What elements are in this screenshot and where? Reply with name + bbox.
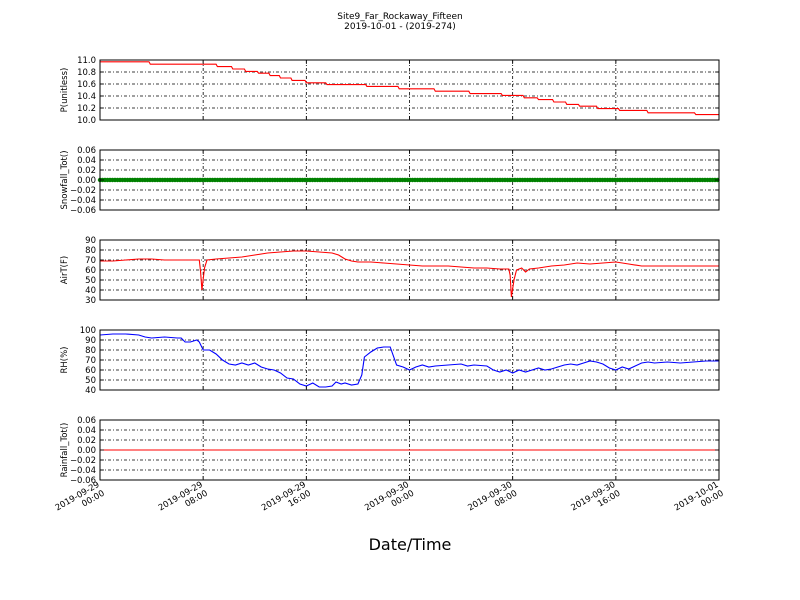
x-tick-label: 2019-09-3008:00 bbox=[466, 480, 519, 522]
series-line bbox=[100, 61, 719, 116]
y-tick-label: 0.04 bbox=[77, 156, 96, 166]
y-tick-label: 90 bbox=[85, 236, 96, 246]
y-tick-label: 0.02 bbox=[77, 166, 96, 176]
y-tick-label: 0.02 bbox=[77, 436, 96, 446]
y-tick-label: 50 bbox=[85, 276, 96, 286]
y-tick-label: 80 bbox=[85, 246, 96, 256]
series-line bbox=[100, 250, 719, 298]
panel-1: 10.0 10.2 10.4 10.6 10.8 11.0 P(unitless) bbox=[60, 56, 720, 126]
series-line bbox=[99, 333, 719, 388]
x-tick-label: 2019-09-2908:00 bbox=[157, 480, 210, 522]
y-tick-label: 40 bbox=[85, 386, 96, 396]
y-tick-label: 0.04 bbox=[77, 426, 96, 436]
panel-5: −0.06−0.04−0.020.000.020.040.06 Rainfall_… bbox=[60, 416, 720, 486]
x-tick-label: 2019-10-0100:00 bbox=[673, 480, 726, 522]
y-tick-label: −0.06 bbox=[70, 206, 96, 216]
y-tick-label: −0.04 bbox=[70, 196, 96, 206]
y-tick-label: −0.04 bbox=[70, 466, 96, 476]
y-tick-label: 60 bbox=[85, 266, 96, 276]
y-tick-label: 40 bbox=[85, 286, 96, 296]
y-tick-label: 0.00 bbox=[77, 446, 96, 456]
y-tick-label: 11.0 bbox=[77, 56, 96, 66]
y-tick-label: 10.6 bbox=[77, 80, 96, 90]
y-tick-label: −0.02 bbox=[70, 456, 96, 466]
x-tick-label: 2019-09-3000:00 bbox=[363, 480, 416, 522]
y-tick-label: 10.0 bbox=[77, 116, 96, 126]
y-tick-label: 100 bbox=[80, 326, 96, 336]
y-tick-label: 0.00 bbox=[77, 176, 96, 186]
x-tick-label: 2019-09-3016:00 bbox=[570, 480, 623, 522]
x-axis-label: Date/Time bbox=[369, 535, 452, 554]
y-tick-label: 30 bbox=[85, 296, 96, 306]
y-tick-label: 10.4 bbox=[77, 92, 96, 102]
panels: 10.0 10.2 10.4 10.6 10.8 11.0 P(unitless) −0.06… bbox=[60, 56, 720, 486]
chart-title: Site9_Far_Rockaway_Fifteen bbox=[337, 12, 463, 22]
y-axis-label: P(unitless) bbox=[60, 68, 70, 113]
y-tick-label: 60 bbox=[85, 366, 96, 376]
y-tick-label: 10.2 bbox=[77, 104, 96, 114]
y-axis-label: Rainfall_Tot() bbox=[60, 423, 70, 478]
y-tick-label: 50 bbox=[85, 376, 96, 386]
y-tick-label: 80 bbox=[85, 346, 96, 356]
y-axis-label: RH(%) bbox=[60, 346, 70, 373]
y-axis-label: Snowfall_Tot() bbox=[60, 150, 70, 209]
x-tick-label: 2019-09-2900:00 bbox=[54, 480, 107, 522]
y-tick-label: 0.06 bbox=[77, 416, 96, 426]
y-axis-label: AirT(F) bbox=[60, 256, 70, 284]
y-tick-label: 0.06 bbox=[77, 146, 96, 156]
y-tick-label: 90 bbox=[85, 336, 96, 346]
panel-2: −0.06−0.04−0.020.000.020.040.06 Snowfall_… bbox=[60, 146, 720, 216]
x-tick-labels: 2019-09-2900:00 2019-09-2908:00 2019-09-29… bbox=[54, 480, 726, 522]
y-tick-label: 70 bbox=[85, 356, 96, 366]
chart-subtitle: 2019-10-01 - (2019-274) bbox=[344, 22, 456, 32]
y-tick-label: 10.8 bbox=[77, 68, 96, 78]
y-tick-label: 70 bbox=[85, 256, 96, 266]
y-tick-label: −0.06 bbox=[70, 476, 96, 486]
y-tick-label: −0.02 bbox=[70, 186, 96, 196]
x-tick-label: 2019-09-2916:00 bbox=[260, 480, 313, 522]
